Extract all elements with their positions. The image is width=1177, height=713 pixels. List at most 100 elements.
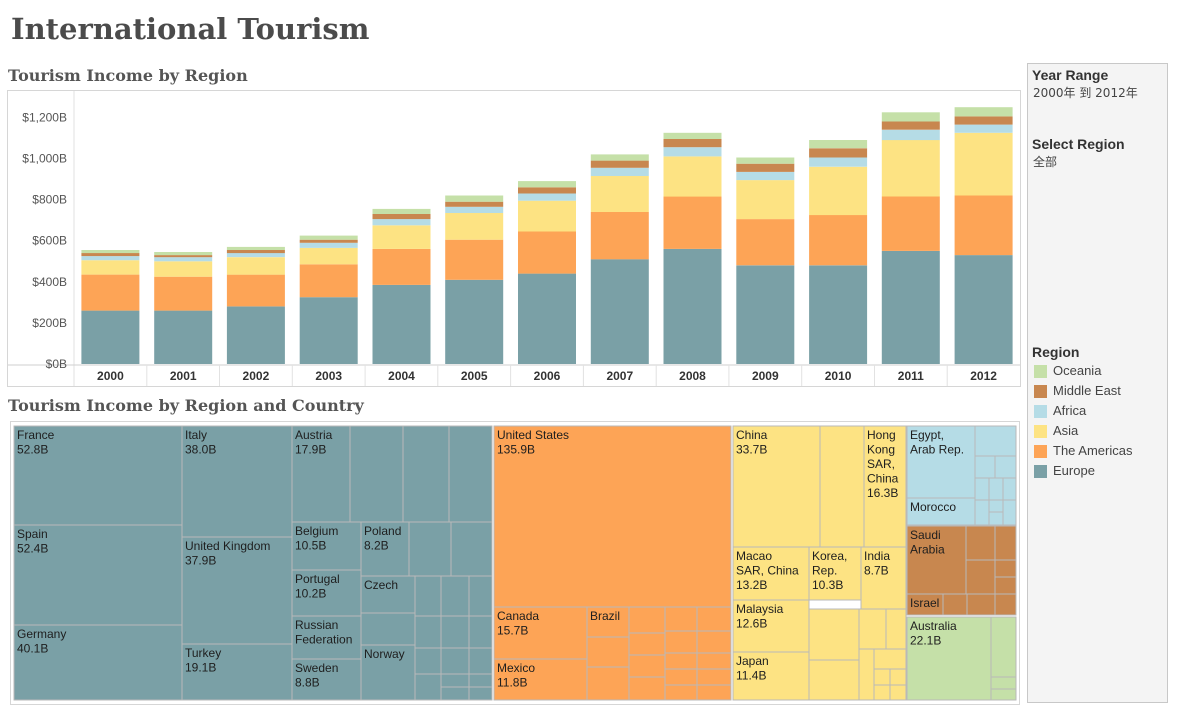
legend-item-middle-east[interactable]: Middle East [1032,382,1121,402]
bar-segment[interactable] [299,235,358,240]
bar-segment[interactable] [81,260,140,275]
bar-segment[interactable] [736,265,795,364]
treemap-cell[interactable] [858,608,887,650]
bar-segment[interactable] [881,129,940,141]
treemap-cell-korea-rep[interactable]: Korea,Rep.10.3B [808,546,862,601]
treemap-cell[interactable] [994,525,1017,561]
bar-segment[interactable] [372,219,431,226]
bar-segment[interactable] [226,253,285,258]
treemap-cell[interactable] [808,608,860,661]
bar-segment[interactable] [154,252,213,256]
treemap-cell[interactable] [468,686,493,701]
bar-segment[interactable] [518,273,576,364]
treemap-cell[interactable] [664,684,698,701]
bar-segment[interactable] [299,297,358,364]
treemap-cell[interactable] [468,615,493,649]
bar-segment[interactable] [954,255,1013,364]
bar-segment[interactable] [154,310,213,364]
bar-segment[interactable] [809,148,868,158]
bar-segment[interactable] [372,214,431,220]
treemap-cell[interactable] [966,593,996,616]
treemap-cell[interactable] [664,606,698,632]
treemap-cell[interactable] [440,686,470,701]
treemap-cell[interactable] [628,632,666,656]
bar-segment[interactable] [590,176,649,212]
treemap-cell[interactable] [990,616,1017,678]
treemap-cell[interactable] [450,521,493,577]
bar-segment[interactable] [372,208,431,214]
bar-segment[interactable] [518,193,576,201]
legend-item-asia[interactable]: Asia [1032,422,1079,442]
treemap-cell[interactable] [1002,499,1017,526]
bar-segment[interactable] [663,156,722,197]
bar-segment[interactable] [226,250,285,254]
bar-segment[interactable] [81,250,140,254]
treemap-cell[interactable] [858,648,875,701]
treemap-cell[interactable] [628,676,666,701]
bar-segment[interactable] [663,248,722,364]
bar-segment[interactable] [445,279,504,364]
bar-segment[interactable] [736,171,795,181]
bar-segment[interactable] [954,132,1013,196]
bar-segment[interactable] [445,206,504,213]
treemap-cell[interactable] [994,455,1017,479]
bar-segment[interactable] [736,157,795,164]
bar-segment[interactable] [663,132,722,139]
treemap-cell[interactable] [468,575,493,617]
treemap-cell[interactable] [994,593,1017,616]
treemap-cell[interactable] [440,673,470,688]
treemap-cell[interactable] [696,652,732,670]
treemap-cell[interactable] [965,559,996,595]
treemap-cell[interactable] [990,676,1017,690]
treemap-cell[interactable] [414,615,442,649]
legend-item-europe[interactable]: Europe [1032,462,1095,482]
treemap-cell[interactable] [440,575,470,617]
legend-item-africa[interactable]: Africa [1032,402,1086,422]
treemap-cell[interactable] [988,511,1004,526]
bar-segment[interactable] [881,196,940,251]
treemap-cell-czech[interactable]: Czech [360,575,416,614]
bar-segment[interactable] [226,246,285,250]
treemap-cell[interactable] [448,425,493,523]
treemap-cell[interactable] [349,425,404,523]
treemap-cell[interactable] [696,684,732,701]
bar-segment[interactable] [372,284,431,364]
treemap-cell[interactable] [1002,477,1017,501]
bar-segment[interactable] [445,195,504,202]
treemap-cell-israel[interactable]: Israel [906,593,944,616]
treemap-cell[interactable] [414,575,442,617]
bar-segment[interactable] [736,163,795,172]
treemap-cell[interactable] [360,612,416,646]
bar-segment[interactable] [809,157,868,167]
treemap-cell[interactable] [586,666,630,701]
bar-segment[interactable] [445,201,504,207]
treemap-cell[interactable] [468,673,493,688]
treemap-cell[interactable] [974,477,990,501]
treemap-cell[interactable] [873,668,891,686]
treemap-cell[interactable] [889,684,907,701]
bar-segment[interactable] [881,121,940,130]
treemap-cell-morocco[interactable]: Morocco [906,497,976,526]
treemap-cell[interactable] [988,499,1004,513]
year-range-filter[interactable]: 2000年 到 2012年 [1033,86,1138,100]
bar-segment[interactable] [81,256,140,261]
treemap-cell-norway[interactable]: Norway [360,644,416,701]
bar-segment[interactable] [881,112,940,122]
treemap-cell[interactable] [696,606,732,632]
treemap-cell[interactable] [664,630,698,654]
treemap-cell[interactable] [974,499,990,526]
treemap-cell[interactable] [628,606,666,634]
bar-segment[interactable] [372,225,431,249]
bar-segment[interactable] [590,167,649,176]
bar-segment[interactable] [154,255,213,258]
